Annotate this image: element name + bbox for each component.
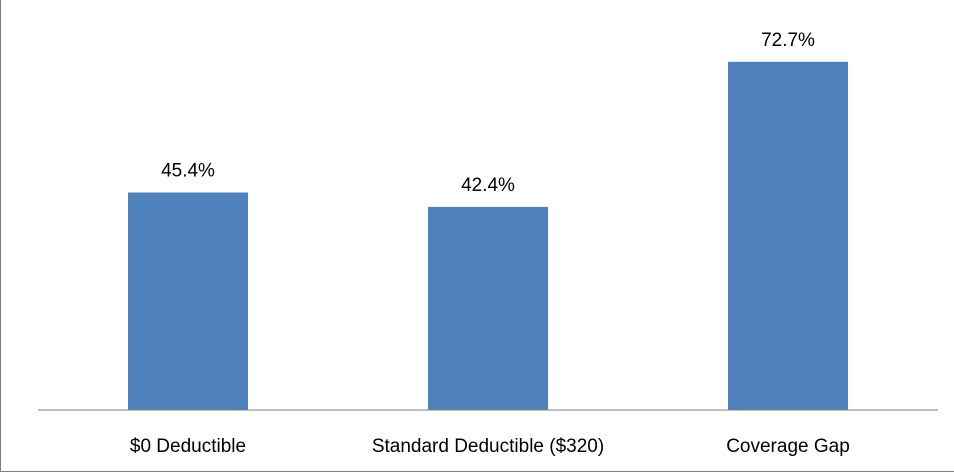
category-label-1: $0 Deductible: [130, 436, 246, 457]
data-label-1: 45.4%: [161, 161, 215, 182]
bar-3: [728, 61, 848, 411]
category-labels-group: $0 Deductible Standard Deductible ($320) C…: [130, 436, 850, 457]
bars-group: [128, 61, 848, 411]
data-labels-group: 45.4% 42.4% 72.7%: [161, 30, 815, 196]
bar-2: [428, 206, 548, 410]
category-label-2: Standard Deductible ($320): [372, 436, 604, 457]
data-label-2: 42.4%: [461, 175, 515, 196]
data-label-3: 72.7%: [761, 30, 815, 51]
bar-1: [128, 192, 248, 410]
category-label-3: Coverage Gap: [726, 436, 850, 457]
